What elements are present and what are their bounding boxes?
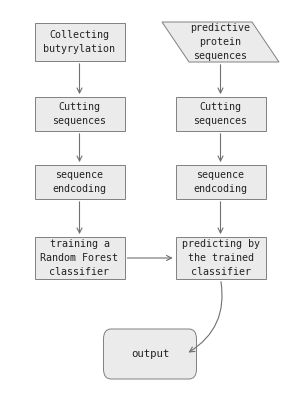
FancyBboxPatch shape xyxy=(103,329,196,379)
Text: Cutting
sequences: Cutting sequences xyxy=(52,102,106,126)
FancyBboxPatch shape xyxy=(176,237,266,279)
FancyBboxPatch shape xyxy=(176,165,266,199)
FancyBboxPatch shape xyxy=(34,97,124,131)
FancyBboxPatch shape xyxy=(176,97,266,131)
Text: sequence
endcoding: sequence endcoding xyxy=(194,170,247,194)
FancyBboxPatch shape xyxy=(34,165,124,199)
Text: predictive
protein
sequences: predictive protein sequences xyxy=(190,23,250,61)
Text: predicting by
the trained
classifier: predicting by the trained classifier xyxy=(182,239,260,277)
Polygon shape xyxy=(162,22,279,62)
Text: Cutting
sequences: Cutting sequences xyxy=(194,102,247,126)
Text: Collecting
butyrylation: Collecting butyrylation xyxy=(44,30,116,54)
Text: sequence
endcoding: sequence endcoding xyxy=(52,170,106,194)
Text: training a
Random Forest
classifier: training a Random Forest classifier xyxy=(40,239,118,277)
Text: output: output xyxy=(131,349,169,359)
FancyBboxPatch shape xyxy=(34,23,124,61)
FancyBboxPatch shape xyxy=(34,237,124,279)
